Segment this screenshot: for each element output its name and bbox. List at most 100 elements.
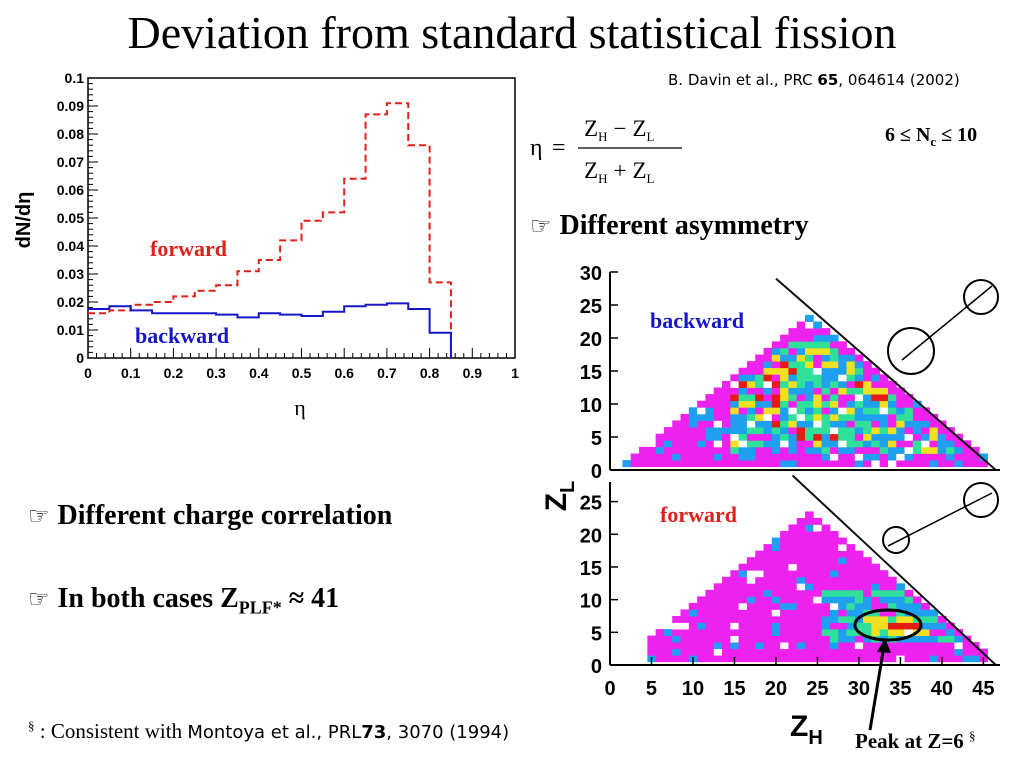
heatmap-cell xyxy=(838,544,847,552)
heatmap-cell xyxy=(771,433,781,441)
heatmap-cell xyxy=(970,648,980,656)
heatmap-cell xyxy=(722,589,731,597)
heatmap-cell xyxy=(846,413,856,421)
heatmap-cell xyxy=(788,380,798,388)
heatmap-cell xyxy=(821,570,831,578)
heatmap-cell xyxy=(730,570,740,578)
heatmap-cell xyxy=(871,433,881,441)
heatmap-cell xyxy=(763,615,773,623)
heatmap-cell xyxy=(813,531,822,538)
heatmap-cell xyxy=(780,557,789,565)
heatmap-y-tick-label: 0 xyxy=(591,656,602,678)
heatmap-cell xyxy=(912,648,922,656)
heatmap-cell xyxy=(796,576,806,584)
peak-label-mark: § xyxy=(969,728,976,743)
heatmap-cell xyxy=(805,511,814,519)
den-a: Z xyxy=(584,158,598,183)
heatmap-cell xyxy=(763,544,773,552)
heatmap-cell xyxy=(763,427,773,435)
heatmap-cell xyxy=(854,407,864,415)
heatmap-cell xyxy=(813,440,822,448)
heatmap-cell xyxy=(771,602,781,610)
heatmap-cell xyxy=(838,354,847,362)
heatmap-cell xyxy=(805,334,814,342)
heatmap-cell xyxy=(821,354,831,362)
heatmap-cell xyxy=(788,440,798,448)
heatmap-cell xyxy=(763,635,773,643)
heatmap-cell xyxy=(946,446,955,454)
panel-label-forward: forward xyxy=(660,502,737,527)
heatmap-cell xyxy=(780,615,789,623)
eta-y-tick-label: 0.04 xyxy=(57,238,84,254)
heatmap-cell xyxy=(838,380,847,388)
heatmap-cell xyxy=(863,427,872,435)
eta-x-tick-label: 1 xyxy=(511,365,519,381)
heatmap-cell xyxy=(846,596,856,604)
heatmap-cell xyxy=(813,433,822,441)
heatmap-cell xyxy=(821,407,831,415)
heatmap-cell xyxy=(887,387,897,395)
heatmap-cell xyxy=(929,642,939,650)
heatmap-cell xyxy=(763,407,773,415)
heatmap-cell xyxy=(821,550,831,558)
heatmap-cell xyxy=(854,400,864,408)
heatmap-cell xyxy=(738,427,748,435)
heatmap-cell xyxy=(838,642,847,650)
heatmap-cell xyxy=(746,380,756,388)
heatmap-cell xyxy=(887,460,897,468)
heatmap-cell xyxy=(821,374,831,382)
heatmap-cell xyxy=(921,446,930,454)
heatmap-cell xyxy=(722,596,731,604)
footnote-reference: Montoya et al., PRL73, 3070 (1994) xyxy=(187,722,509,743)
heatmap-cell xyxy=(962,460,972,468)
heatmap-cell xyxy=(954,642,964,650)
heatmap-cell xyxy=(680,460,690,468)
heatmap-cell xyxy=(937,635,947,643)
heatmap-cell xyxy=(763,380,773,388)
heatmap-cell xyxy=(672,635,681,643)
heatmap-cell xyxy=(796,602,806,610)
bullet-charge-correlation: ☞ Different charge correlation xyxy=(28,500,392,532)
heatmap-cell xyxy=(912,413,922,421)
heatmap-cell xyxy=(838,635,847,643)
heatmap-cell xyxy=(854,361,864,369)
heatmap-cell xyxy=(655,635,665,643)
heatmap-cell xyxy=(780,374,789,382)
heatmap-cell xyxy=(763,420,773,428)
heatmap-cell xyxy=(829,394,839,402)
heatmap-cell xyxy=(788,648,798,656)
heatmap-cell xyxy=(763,347,773,355)
heatmap-cell xyxy=(738,446,748,454)
heatmap-cell xyxy=(829,550,839,558)
heatmap-cell xyxy=(746,427,756,435)
heatmap-cell xyxy=(713,453,723,461)
heatmap-cell xyxy=(838,427,847,435)
heatmap-cell xyxy=(655,433,665,441)
heatmap-cell xyxy=(746,433,756,441)
heatmap-cell xyxy=(921,413,930,421)
heatmap-cell xyxy=(771,609,781,617)
heatmap-cell xyxy=(821,629,831,636)
heatmap-cell xyxy=(780,361,789,369)
heatmap-cell xyxy=(680,615,690,623)
bullet-plf: ☞ In both cases ZPLF* ≈ 41 xyxy=(28,583,339,619)
heatmap-cell xyxy=(780,537,789,545)
heatmap-cell xyxy=(854,354,864,362)
heatmap-cell xyxy=(788,407,798,415)
heatmap-cell xyxy=(763,550,773,558)
heatmap-cell xyxy=(813,576,822,584)
heatmap-cell xyxy=(755,635,764,643)
heatmap-cell xyxy=(738,609,748,617)
heatmap-cell xyxy=(929,648,939,656)
heatmap-cell xyxy=(829,334,839,342)
heatmap-cell xyxy=(722,394,731,402)
heatmap-cell xyxy=(813,387,822,395)
heatmap-cell xyxy=(838,387,847,395)
heatmap-cell xyxy=(829,361,839,369)
heatmap-cell xyxy=(962,453,972,461)
heatmap-cell xyxy=(887,453,897,461)
heatmap-cell xyxy=(846,609,856,617)
heatmap-cell xyxy=(780,635,789,643)
heatmap-cell xyxy=(805,622,814,630)
heatmap-cell xyxy=(722,609,731,617)
